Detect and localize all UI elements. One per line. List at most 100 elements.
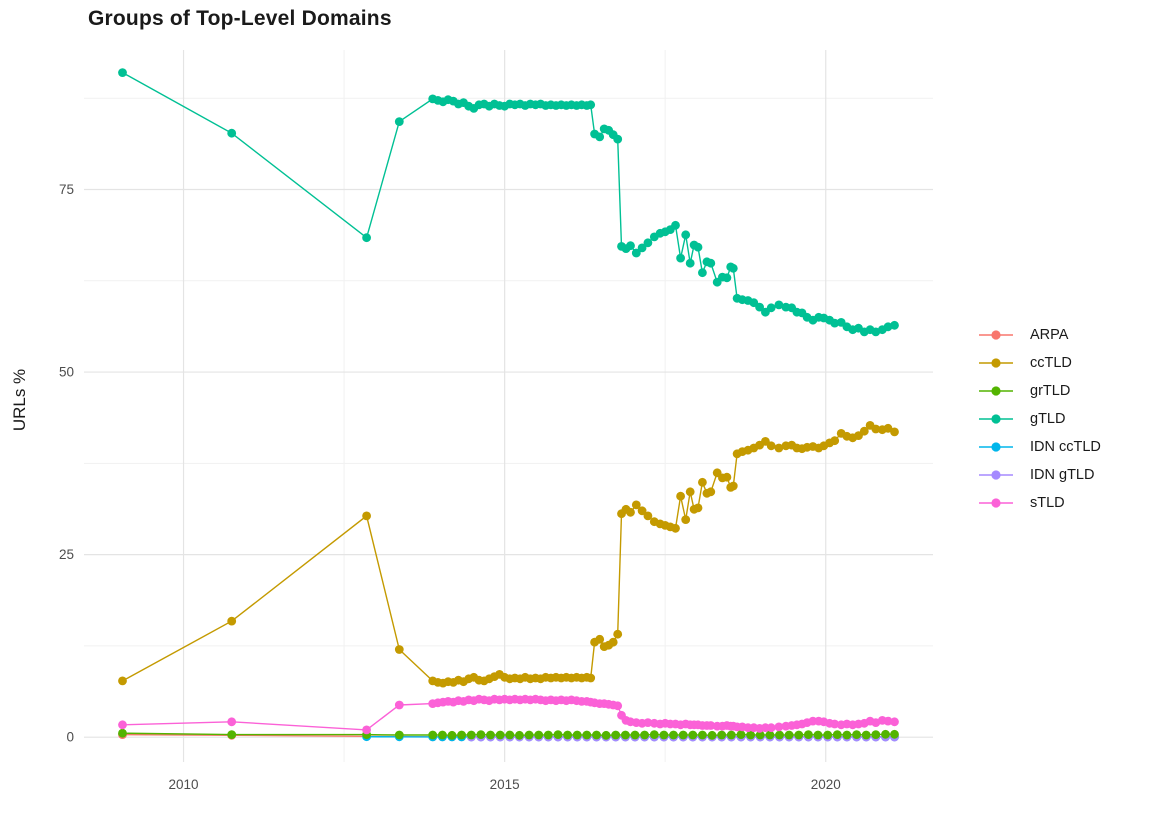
series-point-gtld [766,303,776,313]
legend-key-icon [979,470,1013,480]
series-point-cctld [859,426,869,436]
legend-item-stld: sTLD [978,489,1101,517]
series-point-grtld [495,730,505,740]
series-point-gtld [698,268,707,278]
series-point-cctld [394,645,404,654]
series-point-cctld [631,500,641,510]
series-point-gtld [643,238,653,248]
series-point-gtld [394,117,404,126]
series-point-grtld [832,730,842,739]
series-point-stld [890,717,899,727]
series-point-grtld [698,730,707,740]
series-point-cctld [227,616,237,626]
legend-key-icon [979,358,1013,368]
series-point-grtld [466,730,476,740]
legend-item-gtld: gTLD [978,405,1101,433]
series-point-grtld [688,730,698,740]
series-point-gtld [362,233,371,243]
series-point-stld [118,720,127,730]
series-point-cctld [706,487,716,497]
legend-label-idn-cctld: IDN ccTLD [1030,439,1101,455]
legend-key-icon [979,498,1013,508]
series-point-stld [830,719,840,729]
series-point-gtld [637,243,647,253]
series-point-gtld [706,258,716,268]
series-point-grtld [592,730,601,740]
series-point-gtld [613,134,623,144]
legend-key-dot [991,358,1001,368]
series-point-grtld [871,730,881,739]
series-point-grtld [765,730,775,740]
series-point-grtld [804,730,813,739]
series-point-cctld [671,523,680,533]
series-point-cctld [681,515,691,524]
y-tick-label: 50 [59,365,74,380]
series-point-cctld [637,506,647,516]
series-point-cctld [774,443,784,453]
series-point-stld [362,725,371,735]
series-point-grtld [621,730,630,740]
series-point-grtld [861,730,871,740]
series-point-grtld [726,730,736,740]
series-point-grtld [515,730,524,740]
series-point-grtld [784,730,794,740]
series-point-cctld [766,441,776,451]
series-point-gtld [626,241,635,251]
series-point-grtld [534,730,544,740]
x-tick-label: 2010 [169,777,199,792]
series-point-cctld [362,511,371,521]
legend-key-dot [991,498,1001,508]
series-point-cctld [626,507,635,517]
series-point-grtld [505,730,515,740]
series-point-grtld [524,730,534,740]
series-point-grtld [881,729,890,739]
series-point-grtld [813,730,823,740]
series-point-grtld [755,730,765,740]
series-point-gtld [693,242,703,252]
series-point-grtld [736,730,746,739]
series-point-cctld [871,424,881,434]
series-point-grtld [553,730,563,739]
series-point-cctld [883,423,893,433]
legend-label-cctld: ccTLD [1030,355,1072,371]
legend-item-cctld: ccTLD [978,349,1101,377]
series-point-grtld [707,730,717,740]
series-point-grtld [890,729,899,739]
series-point-cctld [586,673,596,683]
series-point-gtld [631,248,641,258]
series-point-stld [643,718,653,727]
series-point-grtld [842,730,852,740]
series-point-gtld [890,320,899,330]
series-point-grtld [582,730,592,740]
series-point-gtld [671,220,680,230]
series-point-cctld [698,477,707,487]
series-point-stld [227,717,237,727]
series-point-gtld [685,258,695,268]
series-point-grtld [227,730,237,739]
series-point-grtld [640,730,649,740]
series-point-grtld [572,730,582,740]
series-point-grtld [428,730,438,740]
series-point-grtld [457,730,466,740]
series-point-gtld [774,300,784,310]
series-point-grtld [611,730,621,740]
series-point-grtld [394,730,404,740]
series-point-grtld [794,730,804,740]
series-point-grtld [678,730,688,740]
series-point-gtld [722,273,732,283]
series-point-cctld [722,472,732,482]
legend-key-dot [991,470,1001,480]
legend-key-dot [991,330,1001,340]
series-point-cctld [676,491,685,501]
series-point-gtld [118,68,127,77]
series-point-grtld [659,730,669,740]
series-point-cctld [608,637,618,647]
legend-label-arpa: ARPA [1030,327,1069,343]
legend-label-grtld: grTLD [1030,383,1071,399]
series-line-gtld [122,71,895,333]
legend-key-dot [991,442,1001,452]
series-point-cctld [613,629,623,639]
series-point-cctld [890,427,899,437]
